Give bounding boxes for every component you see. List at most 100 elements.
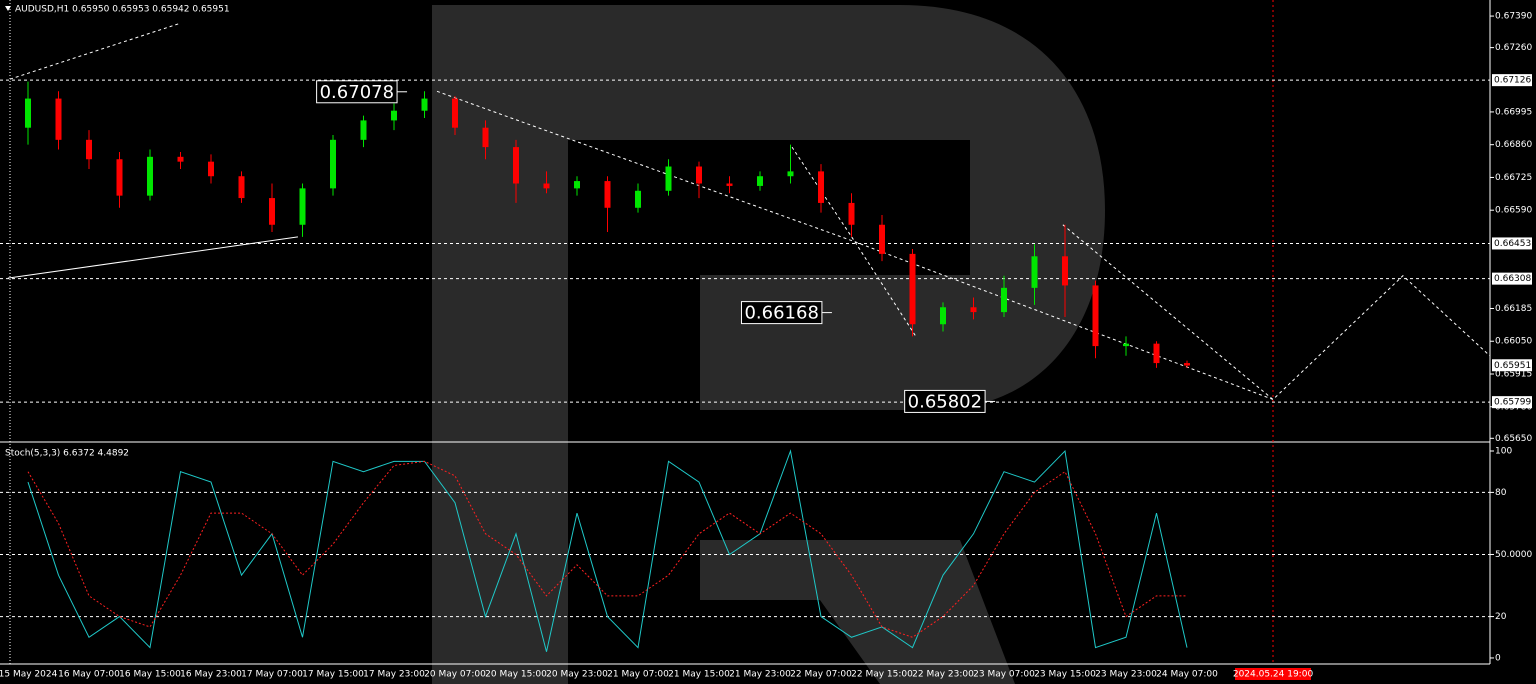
candle-body [269,198,275,225]
candle-body [543,183,550,189]
y-tick-label: 0.66590 [1495,206,1532,216]
candle-body [55,98,62,140]
candle-body [787,171,794,177]
level-label-box [1492,237,1532,250]
x-tick-label: 23 May 23:00 [1095,670,1157,680]
annotation-label: 0.65802 [908,391,982,412]
level-label: 0.66453 [1494,239,1531,249]
x-tick-label: 20 May 23:00 [546,670,608,680]
candle-body [604,181,611,208]
y-tick-label: 100 [1495,447,1512,457]
x-tick-label: 22 May 07:00 [790,670,852,680]
last-price-label: 0.65951 [1494,361,1531,371]
annotation-label: 0.66168 [744,303,818,324]
trendline [7,236,298,279]
indicator-line [27,449,1188,652]
candle-body [513,147,519,184]
candle-body [818,171,824,203]
candle-body [177,156,184,162]
candle-body [1031,256,1038,288]
candle-body [421,98,428,111]
x-tick-label: 17 May 23:00 [363,670,425,680]
level-label: 0.67126 [1494,76,1531,86]
y-tick-label: 20 [1495,612,1507,622]
candle-body [970,307,977,313]
y-tick-label: 80 [1495,488,1507,498]
y-tick-label: 0.66050 [1495,337,1532,347]
candle-body [25,98,31,128]
last-price-box [1492,359,1532,372]
candle-body [330,139,336,189]
candle-body [1123,343,1129,347]
x-tick-label: 21 May 15:00 [668,670,730,680]
y-tick-label: 0.66185 [1495,304,1532,314]
candle-body [1092,285,1099,347]
y-tick-label: 0 [1495,653,1501,663]
candle-body [848,202,855,225]
candle-body [574,181,580,189]
trendline [436,90,1491,401]
level-label: 0.66308 [1494,274,1531,284]
candle-body [238,176,245,199]
candle-body [909,253,916,325]
indicator-line [27,460,1187,638]
y-tick-label: 0.67260 [1495,43,1532,53]
level-label-box [1492,396,1532,409]
y-tick-label: 0.66995 [1495,107,1532,117]
y-tick-label: 50.0000 [1495,550,1532,560]
level-label: 0.65799 [1494,398,1531,408]
level-label-box [1492,272,1532,285]
candle-body [482,127,489,148]
y-tick-label: 0.65915 [1495,369,1532,379]
x-tick-label: 16 May 07:00 [58,670,120,680]
annotation-label: 0.67078 [320,82,394,103]
trendline [791,146,917,337]
chart-title: AUDUSD,H1 0.65950 0.65953 0.65942 0.6595… [15,5,230,15]
candle-body [696,166,702,184]
candle-body [391,110,397,121]
candle-body [940,307,946,325]
candle-body [635,190,641,208]
candle-body [208,161,214,177]
x-tick-label: 21 May 23:00 [729,670,791,680]
x-tick-label: 21 May 07:00 [607,670,669,680]
candle-body [86,139,92,160]
cursor-label: 2024.05.24 19:00 [1233,670,1314,680]
candle-body [116,159,123,196]
y-tick-label: 0.67390 [1495,12,1532,22]
x-tick-label: 22 May 23:00 [912,670,974,680]
candle-body [1001,287,1007,313]
x-tick-label: 20 May 15:00 [485,670,547,680]
x-tick-label: 24 May 07:00 [1156,670,1218,680]
x-tick-label: 15 May 2024 [0,670,58,680]
cursor-label-box [1235,668,1312,680]
candle-body [452,98,458,128]
candle-body [147,156,153,196]
watermark-leg [700,540,1015,684]
x-tick-label: 23 May 15:00 [1034,670,1096,680]
candle-body [1184,363,1190,366]
x-tick-label: 20 May 07:00 [424,670,486,680]
candle-body [360,120,367,140]
y-tick-label: 0.65650 [1495,434,1532,444]
x-tick-label: 22 May 15:00 [851,670,913,680]
x-tick-label: 23 May 07:00 [973,670,1035,680]
candle-body [299,188,306,225]
candle-body [665,166,672,191]
candle-body [757,176,763,186]
candle-body [1062,256,1068,286]
level-label-box [1492,74,1532,87]
y-tick-label: 0.66725 [1495,173,1532,183]
indicator-title: Stoch(5,3,3) 6.6372 4.4892 [5,449,129,459]
x-tick-label: 16 May 23:00 [180,670,242,680]
y-tick-label: 0.66860 [1495,140,1532,150]
x-tick-label: 17 May 07:00 [241,670,303,680]
candle-body [879,224,885,254]
menu-triangle [5,6,11,11]
candle-body [726,183,733,186]
candle-body [1153,343,1160,364]
x-tick-label: 16 May 15:00 [119,670,181,680]
x-tick-label: 17 May 15:00 [302,670,364,680]
